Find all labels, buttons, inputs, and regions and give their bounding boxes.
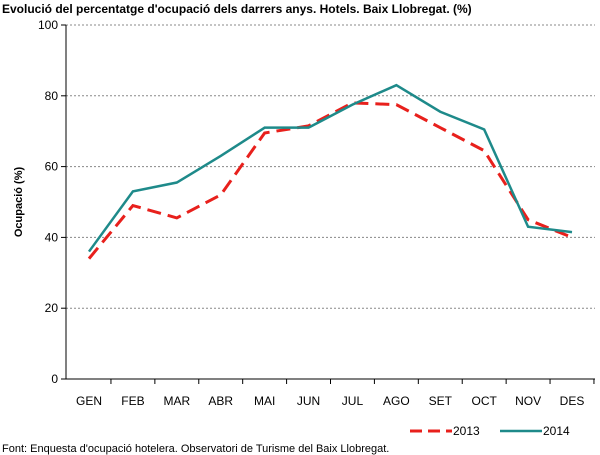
legend-label-2013: 2013 [453, 424, 480, 438]
x-tick-label: MAI [254, 394, 275, 408]
x-tick-label: OCT [472, 394, 498, 408]
series-line-2014 [89, 85, 572, 251]
source-note: Font: Enquesta d'ocupació hotelera. Obse… [2, 443, 389, 455]
y-tick-label: 0 [51, 372, 58, 386]
x-tick-label: GEN [76, 394, 102, 408]
x-tick-label: SET [429, 394, 453, 408]
legend-label-2014: 2014 [543, 424, 570, 438]
x-tick-label: ABR [208, 394, 233, 408]
series-line-2013 [89, 103, 572, 259]
y-tick-label: 100 [38, 18, 58, 32]
x-tick-label: MAR [163, 394, 190, 408]
x-tick-label: JUL [342, 394, 364, 408]
x-tick-label: DES [560, 394, 585, 408]
x-tick-label: AGO [383, 394, 410, 408]
y-tick-label: 40 [45, 230, 59, 244]
x-tick-label: NOV [515, 394, 541, 408]
y-axis-label: Ocupació (%) [13, 167, 25, 238]
y-tick-label: 80 [45, 89, 59, 103]
y-tick-label: 60 [45, 160, 59, 174]
x-tick-label: JUN [297, 394, 320, 408]
chart-title: Evolució del percentatge d'ocupació dels… [2, 2, 472, 16]
x-tick-label: FEB [121, 394, 144, 408]
y-tick-label: 20 [45, 301, 59, 315]
